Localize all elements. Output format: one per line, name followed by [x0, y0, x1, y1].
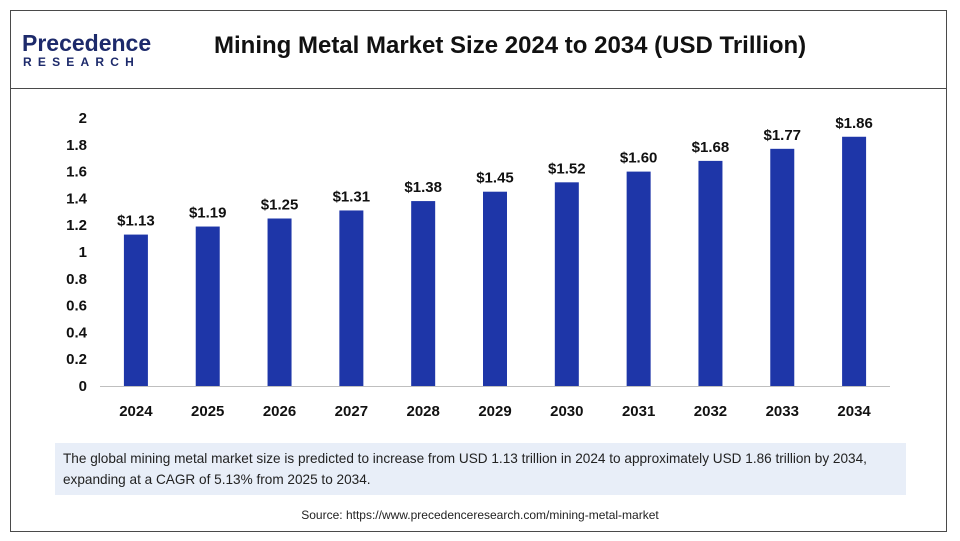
data-label: $1.19	[189, 205, 227, 222]
data-label: $1.45	[476, 170, 514, 187]
bar-2034	[842, 136, 867, 386]
data-label: $1.77	[763, 127, 801, 144]
bar-2029	[483, 191, 507, 386]
x-tick-label: 2024	[119, 403, 153, 420]
bars	[123, 136, 867, 386]
y-tick-label: 1.2	[66, 217, 87, 234]
y-tick-label: 1.8	[66, 137, 87, 154]
bar-2032	[698, 160, 723, 386]
y-tick-label: 2	[79, 110, 87, 127]
brand-name: Precedence	[22, 30, 152, 56]
bar-2030	[554, 182, 579, 386]
x-axis: 2024 2025 2026 2027 2028 2029 2030 2031 2032 2033…	[119, 403, 871, 420]
bar-2028	[411, 201, 436, 386]
source-note: Source: https://www.precedenceresearch.c…	[301, 508, 659, 522]
data-label: $1.38	[404, 179, 442, 196]
chart-frame	[10, 10, 947, 532]
data-label: $1.31	[333, 188, 371, 205]
header-divider	[10, 88, 947, 89]
summary-box: The global mining metal market size is p…	[55, 443, 906, 495]
brand-subtitle: RESEARCH	[23, 55, 140, 69]
x-tick-label: 2028	[406, 403, 439, 420]
x-tick-label: 2033	[766, 403, 799, 420]
bar-2033	[770, 148, 795, 386]
brand-logo: Precedence RESEARCH	[22, 30, 172, 74]
y-tick-label: 1.6	[66, 164, 87, 181]
y-tick-label: 1.4	[66, 190, 88, 207]
bar-2027	[339, 210, 364, 386]
data-label: $1.13	[117, 213, 155, 230]
x-tick-label: 2026	[263, 403, 296, 420]
data-label: $1.86	[835, 115, 873, 132]
y-axis: 0 0.2 0.4 0.6 0.8 1 1.2 1.4 1.6 1.8 2	[66, 110, 88, 395]
bar-2026	[267, 218, 292, 386]
bar-2025	[195, 226, 220, 386]
y-tick-label: 0.4	[66, 324, 88, 341]
data-label: $1.60	[620, 150, 658, 167]
x-tick-label: 2031	[622, 403, 655, 420]
x-tick-label: 2032	[694, 403, 727, 420]
x-tick-label: 2027	[335, 403, 368, 420]
y-tick-label: 1	[79, 244, 87, 261]
y-tick-label: 0.2	[66, 351, 87, 368]
summary-text: The global mining metal market size is p…	[63, 451, 867, 487]
x-tick-label: 2029	[478, 403, 511, 420]
bar-2031	[626, 171, 651, 386]
x-tick-label: 2030	[550, 403, 583, 420]
x-tick-label: 2025	[191, 403, 224, 420]
data-labels: $1.13 $1.19 $1.25 $1.31 $1.38 $1.45 $1.52 $1.60…	[117, 115, 873, 230]
data-label: $1.68	[692, 139, 730, 156]
page-title: Mining Metal Market Size 2024 to 2034 (U…	[214, 32, 807, 59]
data-label: $1.52	[548, 160, 586, 177]
bar-2024	[123, 234, 148, 386]
x-tick-label: 2034	[837, 403, 871, 420]
data-label: $1.25	[261, 197, 299, 214]
y-tick-label: 0	[79, 378, 87, 395]
y-tick-label: 0.6	[66, 298, 87, 315]
y-tick-label: 0.8	[66, 271, 87, 288]
